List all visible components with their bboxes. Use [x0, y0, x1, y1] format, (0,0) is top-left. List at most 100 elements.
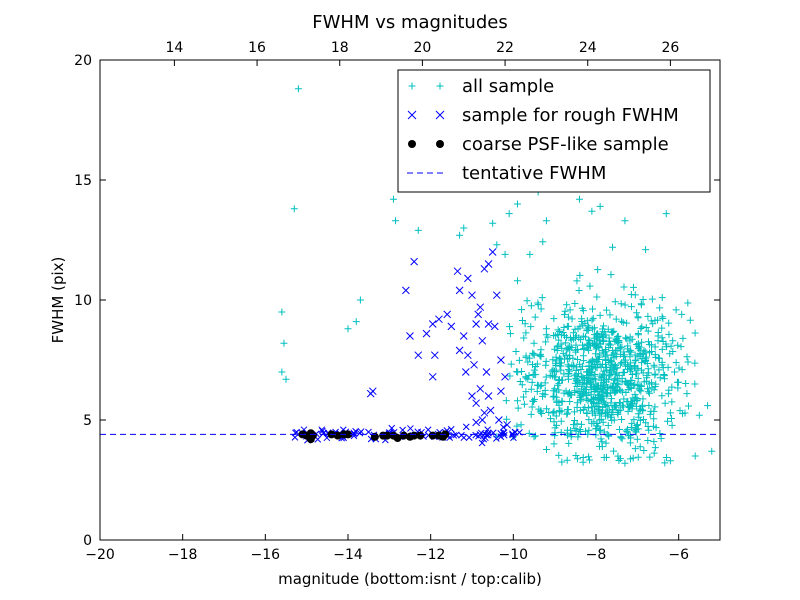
all-sample-point: [636, 386, 644, 394]
top-x-tick-label: 26: [661, 40, 679, 56]
all-sample-point: [520, 334, 528, 342]
all-sample-point: [564, 405, 572, 413]
all-sample-point: [543, 405, 551, 413]
all-sample-point: [537, 381, 545, 389]
all-sample-point: [537, 350, 545, 358]
coarse-psf-point: [399, 431, 408, 440]
all-sample-point: [672, 359, 680, 367]
top-x-tick-label: 24: [579, 40, 597, 56]
all-sample-point: [645, 380, 653, 388]
y-axis-label: FWHM (pix): [49, 257, 67, 344]
all-sample-point: [660, 371, 668, 379]
rough-fwhm-point: [453, 267, 462, 276]
all-sample-point: [578, 420, 586, 428]
rough-fwhm-point: [459, 332, 468, 340]
rough-fwhm-point: [435, 315, 443, 324]
rough-fwhm-point: [462, 423, 470, 431]
coarse-psf-point: [416, 431, 425, 440]
y-tick-label: 10: [74, 293, 92, 309]
all-sample-point: [531, 432, 539, 440]
all-sample-point: [592, 386, 600, 394]
all-sample-point: [603, 306, 611, 314]
x-tick-label: −10: [499, 547, 529, 563]
all-sample-point: [691, 452, 699, 460]
all-sample-point: [549, 387, 557, 395]
all-sample-point: [627, 384, 635, 392]
all-sample-point: [645, 341, 653, 349]
all-sample-point: [658, 361, 666, 369]
all-sample-point: [598, 443, 606, 451]
all-sample-point: [513, 368, 521, 376]
all-sample-point: [642, 323, 650, 331]
all-sample-point: [584, 322, 592, 330]
all-sample-point: [644, 327, 652, 335]
legend-entry: tentative FWHM: [407, 163, 606, 184]
all-sample-point: [575, 195, 583, 203]
all-sample-point: [596, 426, 604, 434]
all-sample-point: [617, 406, 625, 414]
legend-label: all sample: [462, 76, 554, 97]
all-sample-point: [683, 353, 691, 361]
x-tick-label: −6: [668, 547, 689, 563]
rough-fwhm-point: [480, 408, 489, 417]
all-sample-point: [631, 425, 639, 433]
all-sample-point: [585, 416, 593, 424]
all-sample-point: [550, 440, 558, 448]
y-tick-label: 5: [83, 413, 92, 429]
all-sample-point: [635, 413, 643, 421]
coarse-psf-point: [428, 431, 437, 440]
all-sample-point: [570, 362, 578, 370]
all-sample-point: [612, 315, 620, 323]
all-sample-point: [627, 291, 635, 299]
all-sample-point: [633, 381, 641, 389]
all-sample-point: [539, 238, 547, 246]
all-sample-point: [591, 341, 599, 349]
all-sample-point: [527, 410, 535, 418]
all-sample-point: [570, 408, 578, 416]
all-sample-point: [574, 346, 582, 354]
all-sample-point: [278, 368, 286, 376]
all-sample-point: [598, 347, 606, 355]
y-tick-label: 20: [74, 53, 92, 69]
top-x-tick-label: 20: [413, 40, 431, 56]
all-sample-point: [534, 301, 542, 309]
all-sample-point: [634, 453, 642, 461]
all-sample-point: [661, 399, 669, 407]
all-sample-point: [561, 307, 569, 315]
all-sample-point: [611, 298, 619, 306]
all-sample-point: [628, 335, 636, 343]
all-sample-point: [649, 422, 657, 430]
legend-marker-cross: [407, 110, 417, 120]
all-sample-point: [600, 398, 608, 406]
rough-fwhm-point: [356, 429, 364, 437]
all-sample-point: [607, 399, 615, 407]
rough-fwhm-point: [484, 260, 493, 268]
all-sample-point: [525, 429, 533, 437]
all-sample-point: [557, 362, 565, 370]
all-sample-point: [633, 341, 641, 349]
all-sample-point: [585, 362, 593, 370]
all-sample-point: [651, 370, 659, 378]
all-sample-point: [599, 370, 607, 378]
all-sample-point: [563, 426, 571, 434]
all-sample-point: [604, 325, 612, 333]
all-sample-point: [627, 434, 635, 442]
all-sample-point: [551, 429, 559, 437]
all-sample-point: [577, 372, 585, 380]
all-sample-point: [524, 375, 532, 383]
legend-entry: sample for rough FWHM: [407, 105, 679, 126]
all-sample-point: [577, 397, 585, 405]
all-sample-point: [631, 445, 639, 453]
all-sample-point: [456, 231, 464, 239]
all-sample-point: [623, 398, 631, 406]
all-sample-point: [585, 346, 593, 354]
all-sample-point: [619, 369, 627, 377]
all-sample-point: [624, 386, 632, 394]
all-sample-point: [650, 386, 658, 394]
all-sample-point: [539, 392, 547, 400]
all-sample-point: [577, 366, 585, 374]
all-sample-point: [666, 409, 674, 417]
all-sample-point: [631, 396, 639, 404]
all-sample-point: [583, 317, 591, 325]
